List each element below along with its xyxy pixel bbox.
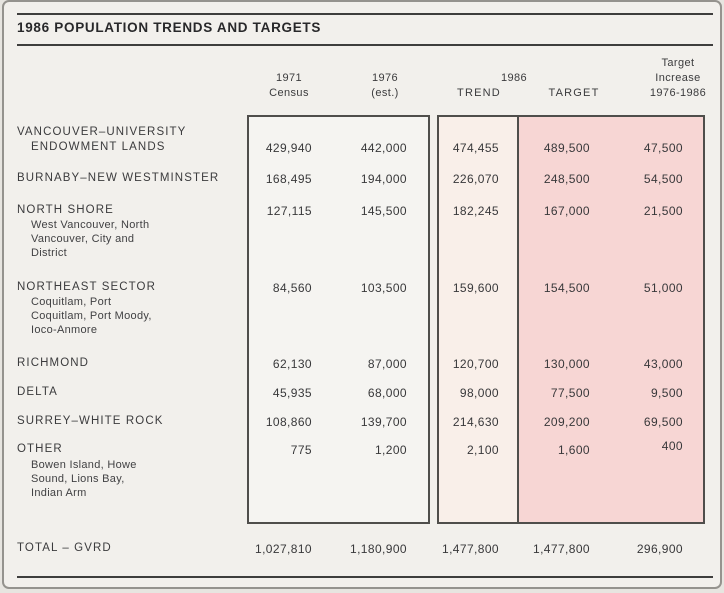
title-divider: [17, 44, 713, 46]
cell-1976: 1,200: [374, 443, 407, 457]
col-header-target-increase-1: Target: [661, 57, 695, 69]
col-header-1971: 1971: [275, 72, 303, 84]
forecast-columns-box: [437, 115, 705, 524]
row-label-north-shore: NORTH SHORE: [17, 204, 114, 216]
cell-target: 489,500: [543, 141, 590, 155]
row-label-surrey: SURREY–WHITE ROCK: [17, 415, 164, 427]
cell-1971: 108,860: [265, 415, 312, 429]
cell-1976: 442,000: [360, 141, 407, 155]
cell-increase: 54,500: [643, 172, 683, 186]
cell-1976: 87,000: [367, 357, 407, 371]
census-columns-box: [247, 115, 430, 524]
cell-1971: 127,115: [266, 204, 312, 218]
row-sublabel: Ioco-Anmore: [31, 324, 98, 336]
cell-target: 130,000: [543, 357, 590, 371]
cell-1976: 68,000: [367, 386, 407, 400]
top-divider: [17, 13, 713, 15]
cell-increase: 43,000: [643, 357, 683, 371]
row-label-other: OTHER: [17, 443, 63, 455]
total-1971: 1,027,810: [255, 542, 312, 556]
cell-1971: 45,935: [272, 386, 312, 400]
cell-trend: 474,455: [452, 141, 499, 155]
cell-target: 248,500: [543, 172, 590, 186]
row-label-vancouver-uel: VANCOUVER–UNIVERSITY: [17, 126, 187, 138]
row-label-delta: DELTA: [17, 386, 58, 398]
cell-1976: 145,500: [360, 204, 407, 218]
cell-1976: 139,700: [360, 415, 407, 429]
row-label-burnaby: BURNABY–NEW WESTMINSTER: [17, 172, 220, 184]
total-target: 1,477,800: [533, 542, 590, 556]
cell-target: 1,600: [557, 443, 590, 457]
cell-increase: 9,500: [650, 386, 683, 400]
row-sublabel: West Vancouver, North: [31, 219, 150, 231]
row-sublabel: Sound, Lions Bay,: [31, 473, 125, 485]
cell-trend: 182,245: [452, 204, 499, 218]
col-header-target-increase-3: 1976-1986: [649, 87, 707, 99]
cell-increase: 47,500: [643, 141, 683, 155]
cell-trend: 120,700: [452, 357, 499, 371]
col-header-census: Census: [269, 87, 309, 99]
total-1976: 1,180,900: [350, 542, 407, 556]
cell-increase: 400: [661, 439, 683, 453]
cell-trend: 2,100: [466, 443, 499, 457]
cell-trend: 214,630: [452, 415, 499, 429]
cell-1971: 429,940: [265, 141, 312, 155]
cell-target: 209,200: [543, 415, 590, 429]
cell-1976: 194,000: [360, 172, 407, 186]
cell-target: 167,000: [543, 204, 590, 218]
cell-increase: 21,500: [643, 204, 683, 218]
row-sublabel: District: [31, 247, 68, 259]
cell-target: 77,500: [550, 386, 590, 400]
cell-target: 154,500: [543, 281, 590, 295]
row-sublabel: Bowen Island, Howe: [31, 459, 137, 471]
row-label-vancouver-uel-2: ENDOWMENT LANDS: [31, 141, 166, 153]
total-trend: 1,477,800: [442, 542, 499, 556]
col-header-target-increase-2: Increase: [655, 72, 701, 84]
bottom-divider: [17, 576, 713, 578]
row-sublabel: Coquitlam, Port: [31, 296, 112, 308]
cell-1971: 775: [290, 443, 312, 457]
row-sublabel: Indian Arm: [31, 487, 87, 499]
col-header-target: TARGET: [548, 87, 600, 99]
row-sublabel: Coquitlam, Port Moody,: [31, 310, 152, 322]
cell-1971: 168,495: [265, 172, 312, 186]
cell-1976: 103,500: [360, 281, 407, 295]
cell-1971: 84,560: [272, 281, 312, 295]
cell-increase: 51,000: [643, 281, 683, 295]
page-title: 1986 POPULATION TRENDS AND TARGETS: [17, 20, 322, 35]
cell-1971: 62,130: [272, 357, 312, 371]
col-header-trend: TREND: [457, 87, 501, 99]
total-increase: 296,900: [636, 542, 683, 556]
row-label-richmond: RICHMOND: [17, 357, 90, 369]
total-row-label: TOTAL – GVRD: [17, 542, 112, 554]
col-header-1976: 1976: [371, 72, 399, 84]
cell-trend: 159,600: [452, 281, 499, 295]
cell-increase: 69,500: [643, 415, 683, 429]
cell-trend: 226,070: [452, 172, 499, 186]
row-label-northeast-sector: NORTHEAST SECTOR: [17, 281, 157, 293]
trend-column-background: [439, 117, 519, 522]
cell-trend: 98,000: [459, 386, 499, 400]
group-header-1986: 1986: [500, 72, 528, 84]
row-sublabel: Vancouver, City and: [31, 233, 135, 245]
col-header-est: (est.): [371, 87, 399, 99]
